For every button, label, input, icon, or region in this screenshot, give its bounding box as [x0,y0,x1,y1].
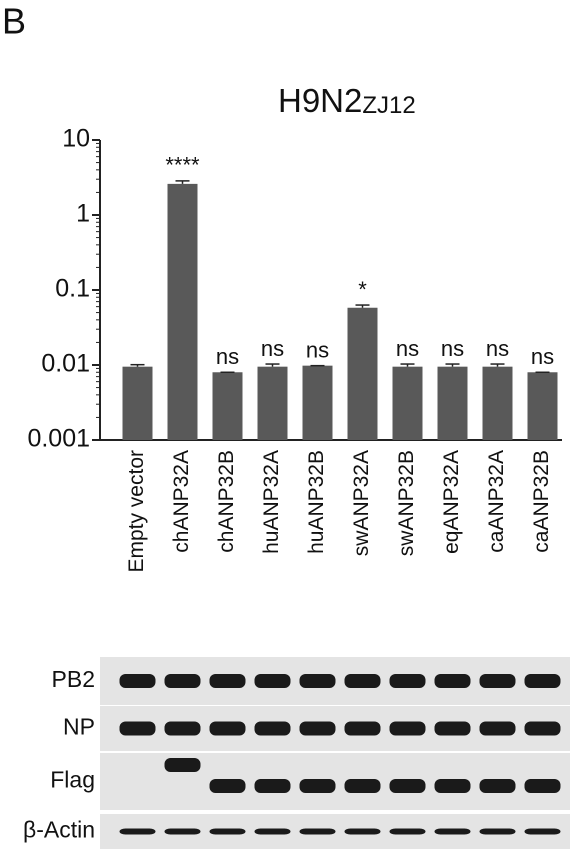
x-tick-label: eqANP32A [440,450,463,554]
blot-band [209,779,246,793]
title-subscript: ZJ12 [362,92,415,119]
bar [212,372,243,440]
significance-label: **** [165,153,200,178]
blot-band [164,674,201,688]
blot-label: PB2 [52,666,95,692]
blot-band [389,828,426,835]
blot-band [254,828,291,835]
blot-band [119,721,156,736]
blot-band [164,758,201,772]
significance-label: ns [531,344,554,369]
blot-band [524,721,561,736]
significance-label: ns [441,336,464,361]
blot-band [254,779,291,793]
y-tick-label: 0.001 [27,425,90,453]
blot-band [479,828,516,835]
x-tick-label: caANP32B [530,450,553,553]
blot-band [524,828,561,835]
blot-band [299,674,336,688]
bar [167,183,198,440]
blot-band [524,779,561,793]
blot-band [119,674,156,688]
x-tick-label: caANP32A [485,450,508,553]
significance-label: ns [486,336,509,361]
blot-band [434,674,471,688]
x-tick-label: Empty vector [125,450,148,573]
blot-band [164,721,201,736]
bar [302,365,333,440]
y-tick-label: 1 [76,200,90,228]
blot-band [164,828,201,835]
blot-label: NP [63,714,95,740]
significance-label: ns [261,336,284,361]
x-tick-label: chANP32B [215,450,238,553]
title-main: H9N2 [278,82,362,119]
bar [122,366,153,440]
blot-band [479,779,516,793]
x-tick-label: chANP32A [170,450,193,553]
blot-band [389,674,426,688]
blot-label: β-Actin [23,817,95,843]
x-tick-label: huANP32B [305,450,328,554]
blot-band [524,674,561,688]
bar [347,307,378,440]
significance-label: * [358,277,367,302]
bar [392,366,423,440]
significance-label: ns [396,336,419,361]
blot-label: Flag [50,767,95,793]
blot-band [344,779,381,793]
blot-band [344,828,381,835]
panel-label: B [2,1,26,42]
blot-band [119,828,156,835]
x-tick-label: huANP32A [260,450,283,554]
blot-band [434,828,471,835]
blot-band [434,721,471,736]
y-tick-label: 0.01 [41,350,90,378]
significance-label: ns [306,337,329,362]
y-tick-label: 0.1 [55,275,90,303]
blot-band [479,721,516,736]
y-tick-label: 10 [62,125,90,153]
bar [257,366,288,440]
bar [437,366,468,440]
blot-band [299,779,336,793]
blot-band [479,674,516,688]
bar [527,372,558,440]
blot-band [389,721,426,736]
blot-band [254,674,291,688]
bar [482,366,513,440]
blot-band [254,721,291,736]
blot-band [209,721,246,736]
blot-band [344,674,381,688]
blot-band [344,721,381,736]
blot-band [299,721,336,736]
blot-band [389,779,426,793]
blot-band [299,828,336,835]
blot-band [209,674,246,688]
blot-band [209,828,246,835]
blot-band [434,779,471,793]
chart-title: H9N2ZJ12 [278,82,416,120]
x-tick-label: swANP32A [350,450,373,556]
significance-label: ns [216,344,239,369]
x-tick-label: swANP32B [395,450,418,556]
